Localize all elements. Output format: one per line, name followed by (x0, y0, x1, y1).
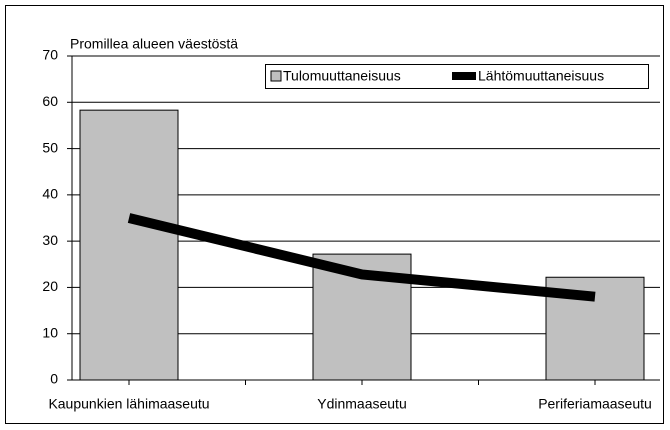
y-tick-label: 0 (50, 371, 58, 387)
x-tick-label: Ydinmaaseutu (317, 396, 407, 412)
y-tick-label: 10 (42, 324, 58, 340)
bar (79, 109, 179, 381)
legend-label: Tulomuuttaneisuus (283, 68, 401, 84)
y-tick-label: 30 (42, 232, 58, 248)
y-tick-label: 50 (42, 139, 58, 155)
x-tick-label: Periferiamaaseutu (538, 396, 652, 412)
y-tick-label: 20 (42, 278, 58, 294)
x-tick-label: Kaupunkien lähimaaseutu (48, 396, 209, 412)
legend-swatch (452, 72, 476, 80)
y-tick-label: 40 (42, 186, 58, 202)
y-tick-label: 60 (42, 93, 58, 109)
legend-swatch (270, 70, 282, 82)
line (127, 213, 596, 302)
y-tick-label: 70 (42, 47, 58, 63)
axis-title: Promillea alueen väestöstä (70, 36, 238, 52)
legend-label: Lähtömuuttaneisuus (478, 68, 604, 84)
